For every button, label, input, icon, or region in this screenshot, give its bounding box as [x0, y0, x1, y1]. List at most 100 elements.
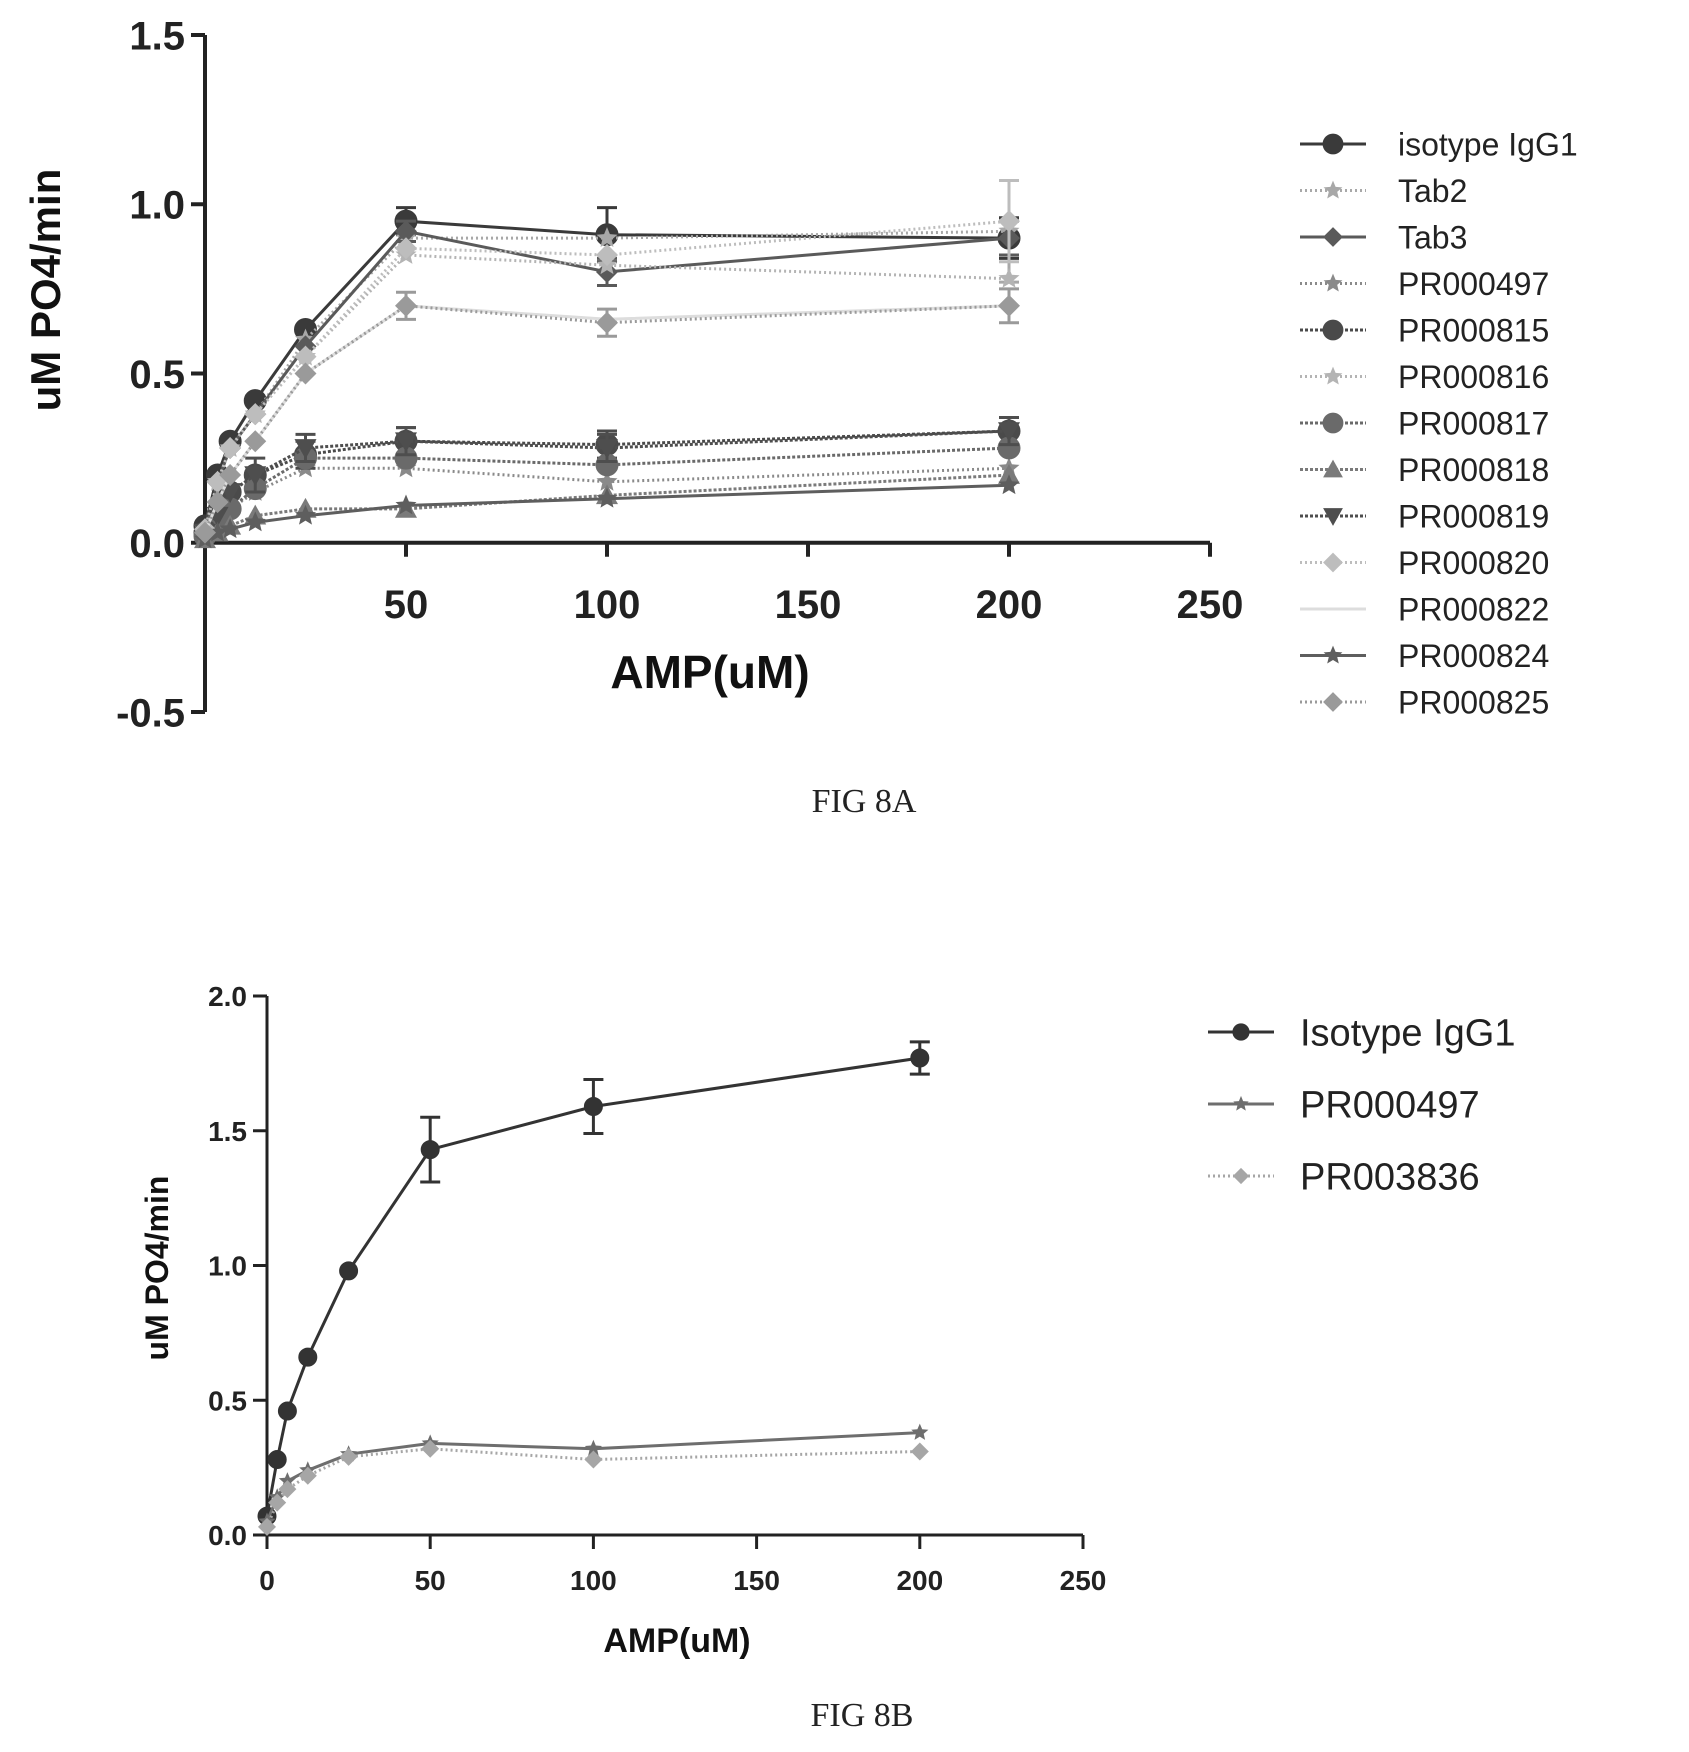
x-tick-label: 250 — [1060, 1565, 1107, 1596]
legend-marker — [1322, 412, 1344, 434]
y-tick-label: 2.0 — [208, 981, 247, 1012]
legend-marker — [1323, 227, 1343, 247]
data-point — [194, 521, 216, 544]
data-point — [294, 362, 317, 385]
data-point — [244, 511, 266, 532]
x-tick-label: 250 — [1177, 583, 1244, 627]
y-tick-label: 1.5 — [208, 1116, 247, 1147]
legend-marker — [1233, 1095, 1249, 1111]
data-point — [596, 244, 618, 267]
legend-label: PR000497 — [1398, 266, 1549, 302]
data-point — [421, 1439, 440, 1458]
data-point — [339, 1447, 358, 1466]
legend-label: PR000819 — [1398, 499, 1549, 535]
x-axis-label: AMP(uM) — [610, 646, 809, 698]
y-axis-label: uM PO4/min — [22, 169, 69, 412]
series-pr000824: PR000824 — [194, 474, 1549, 674]
legend-label: PR000825 — [1398, 685, 1549, 721]
legend-label: Isotype IgG1 — [1300, 1013, 1515, 1055]
x-axis-label: AMP(uM) — [603, 1622, 750, 1660]
x-tick-label: 50 — [384, 583, 429, 627]
data-point — [998, 267, 1020, 288]
legend-label: PR000817 — [1398, 406, 1549, 442]
data-point — [596, 260, 618, 283]
legend-label: PR000816 — [1398, 359, 1549, 395]
legend-label: PR000822 — [1398, 592, 1549, 628]
data-point — [910, 1442, 929, 1461]
data-point — [998, 294, 1020, 317]
legend-marker — [1323, 366, 1343, 385]
data-point — [596, 470, 618, 491]
series-pr000819: PR000819 — [194, 416, 1549, 544]
data-point — [244, 466, 267, 487]
y-axis-label: uM PO4/min — [139, 1176, 175, 1361]
data-point — [584, 1439, 602, 1456]
data-point — [294, 439, 317, 459]
legend-marker — [1232, 1167, 1250, 1185]
y-tick-label: 0.0 — [208, 1520, 247, 1551]
y-tick-label: 1.0 — [129, 184, 185, 228]
data-point — [267, 1450, 287, 1470]
legend-marker — [1323, 552, 1343, 573]
figure-caption: FIG 8A — [812, 783, 917, 820]
legend-label: PR000820 — [1398, 545, 1549, 581]
data-point — [277, 1401, 297, 1421]
data-point — [298, 1466, 317, 1485]
legend-marker — [1323, 180, 1343, 199]
legend-marker — [1323, 459, 1343, 478]
x-tick-label: 0 — [259, 1565, 275, 1596]
x-tick-label: 200 — [976, 583, 1043, 627]
data-point — [596, 227, 618, 247]
legend-label: PR003836 — [1300, 1157, 1480, 1199]
legend-marker — [1322, 133, 1344, 155]
data-point — [420, 1140, 440, 1160]
series-pr000825: PR000825 — [194, 287, 1549, 721]
data-point — [268, 1493, 287, 1512]
legend-marker — [1322, 319, 1344, 341]
data-point — [278, 1480, 297, 1499]
x-tick-label: 100 — [574, 583, 641, 627]
series-pr003836: PR003836 — [258, 1157, 1480, 1536]
x-tick-label: 150 — [775, 583, 842, 627]
x-tick-label: 200 — [896, 1565, 943, 1596]
y-tick-label: 1.0 — [208, 1251, 247, 1282]
data-point — [219, 518, 241, 539]
data-point — [244, 430, 267, 453]
data-point — [583, 1096, 603, 1116]
legend-label: Tab2 — [1398, 173, 1467, 209]
data-point — [395, 432, 417, 453]
data-point — [596, 439, 618, 459]
legend-label: PR000824 — [1398, 638, 1549, 674]
data-point — [998, 210, 1020, 233]
series-pr000497: PR000497 — [258, 1085, 1480, 1529]
data-point — [596, 487, 618, 508]
legend-marker — [1323, 273, 1343, 292]
legend-marker — [1323, 645, 1343, 664]
data-point — [298, 1347, 318, 1367]
data-point — [395, 294, 417, 317]
data-point — [206, 491, 229, 514]
fig8a-chart: -0.5 0.0 0.5 1.0 1.5 50 100 150 200 250 AMP(uM) uM … — [22, 14, 1578, 820]
series-pr000816: PR000816 — [194, 244, 1549, 539]
series-line — [265, 1447, 920, 1528]
x-tick-label: 50 — [415, 1565, 446, 1596]
data-point — [911, 1423, 929, 1440]
data-point — [910, 1048, 930, 1068]
y-tick-label: 1.5 — [129, 14, 185, 58]
x-tick-label: 100 — [570, 1565, 617, 1596]
data-point — [219, 436, 242, 459]
data-point — [395, 494, 417, 515]
legend-label: Tab3 — [1398, 220, 1467, 256]
series-pr000818: PR000818 — [194, 452, 1549, 549]
data-point — [584, 1450, 603, 1469]
y-tick-label: 0.5 — [208, 1385, 247, 1416]
fig8b-chart: 0.0 0.5 1.0 1.5 2.0 0 50 100 150 200 250 AMP(uM) uM … — [139, 981, 1515, 1734]
series-isotype-igg1: Isotype IgG1 — [257, 1013, 1515, 1526]
legend-label: isotype IgG1 — [1398, 127, 1578, 163]
data-point — [207, 521, 228, 542]
legend-label: PR000815 — [1398, 313, 1549, 349]
data-point — [244, 403, 267, 426]
data-point — [219, 464, 242, 487]
x-tick-label: 150 — [733, 1565, 780, 1596]
